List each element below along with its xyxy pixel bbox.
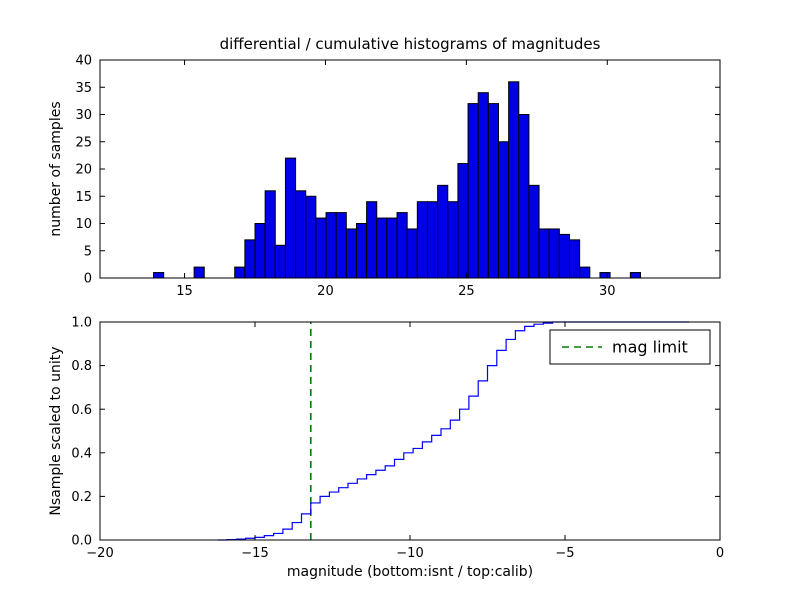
hist-bar xyxy=(325,212,337,279)
chart-title: differential / cumulative histograms of … xyxy=(219,35,601,53)
hist-bar xyxy=(569,239,581,279)
hist-bar xyxy=(426,201,439,279)
x-tick-label: −20 xyxy=(86,546,113,561)
hist-bar xyxy=(254,223,266,279)
x-tick-label: 30 xyxy=(599,284,616,299)
y-tick-label: 0.8 xyxy=(71,359,92,374)
hist-bar xyxy=(538,228,550,279)
hist-bar xyxy=(416,201,428,279)
hist-bar xyxy=(487,103,499,279)
top-y-axis-label: number of samples xyxy=(48,101,64,237)
hist-bar xyxy=(386,217,398,279)
legend-label: mag limit xyxy=(612,338,688,357)
hist-bar xyxy=(274,244,286,279)
cumulative-step-line xyxy=(217,321,689,541)
hist-bar xyxy=(295,190,307,279)
x-tick-label: 20 xyxy=(317,284,334,299)
hist-bar xyxy=(406,228,418,279)
x-tick-label: 25 xyxy=(458,284,475,299)
y-tick-label: 20 xyxy=(75,163,92,178)
x-tick-label: −15 xyxy=(241,546,268,561)
y-tick-label: 0 xyxy=(84,272,92,287)
y-tick-label: 0.4 xyxy=(71,446,92,461)
y-tick-label: 0.2 xyxy=(71,490,92,505)
x-tick-label: −10 xyxy=(396,546,423,561)
hist-bar xyxy=(599,272,611,279)
hist-bar xyxy=(244,239,256,279)
hist-bar xyxy=(528,184,540,279)
y-tick-label: 30 xyxy=(75,108,92,123)
hist-bar xyxy=(518,114,530,279)
hist-bar xyxy=(558,233,571,279)
hist-bar xyxy=(305,195,317,279)
y-tick-label: 10 xyxy=(75,217,92,232)
hist-bar xyxy=(579,266,591,279)
y-tick-label: 15 xyxy=(75,190,92,205)
x-tick-label: −5 xyxy=(555,546,574,561)
x-axis-label: magnitude (bottom:isnt / top:calib) xyxy=(286,564,534,580)
y-tick-label: 0.0 xyxy=(71,534,92,549)
hist-bar xyxy=(193,266,205,279)
hist-bar xyxy=(447,201,459,279)
hist-bar xyxy=(376,217,388,279)
hist-bar xyxy=(345,228,357,279)
y-tick-label: 5 xyxy=(84,244,92,259)
hist-bar xyxy=(264,190,276,279)
hist-bar xyxy=(355,223,368,279)
histogram-bars xyxy=(153,81,642,279)
x-tick-label: 0 xyxy=(716,546,724,561)
y-tick-label: 1.0 xyxy=(71,316,92,331)
axes-frame xyxy=(99,59,721,279)
bottom-y-axis-label: Nsample scaled to unity xyxy=(48,346,64,516)
bottom-cumulative-axes: −20 −15 −10 −5 0 0.0 0.2 0.4 0.6 0.8 1.0 mag limit xyxy=(71,316,724,561)
x-tick-label: 15 xyxy=(176,284,193,299)
hist-bar xyxy=(629,272,642,279)
legend: mag limit xyxy=(549,329,711,365)
hist-bar xyxy=(234,266,246,279)
y-tick-label: 35 xyxy=(75,81,92,96)
axes-frame xyxy=(99,321,721,541)
hist-bar xyxy=(335,212,347,279)
hist-bar xyxy=(457,163,469,279)
hist-bar xyxy=(284,157,297,279)
hist-bar xyxy=(477,92,489,279)
y-tick-label: 0.6 xyxy=(71,403,92,418)
hist-bar xyxy=(315,217,327,279)
hist-bar xyxy=(153,272,165,279)
hist-bar xyxy=(437,184,449,279)
y-tick-label: 40 xyxy=(75,54,92,69)
hist-bar xyxy=(497,141,510,279)
hist-bar xyxy=(548,228,560,279)
hist-bar xyxy=(366,201,378,279)
y-tick-label: 25 xyxy=(75,135,92,150)
hist-bar xyxy=(508,81,520,279)
hist-bar xyxy=(396,212,408,279)
top-histogram-axes: 15 20 25 30 0 5 10 15 20 25 30 35 40 xyxy=(75,54,721,299)
hist-bar xyxy=(467,103,479,279)
